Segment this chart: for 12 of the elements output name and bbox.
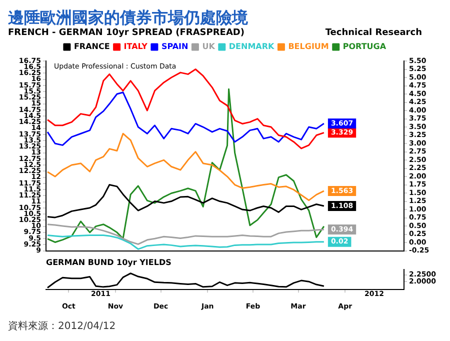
legend-label: DENMARK bbox=[228, 42, 276, 52]
chart-subtitle: FRENCH - GERMAN 10yr SPREAD (FRASPREAD) bbox=[8, 27, 245, 39]
source-note: 資料來源：2012/04/12 bbox=[8, 321, 117, 333]
chart-title: GERMAN BUND 10yr YIELDS bbox=[46, 258, 172, 267]
text: Technical Research bbox=[325, 27, 423, 39]
legend-label: FRANCE bbox=[74, 42, 110, 52]
legend-label: UK bbox=[202, 42, 216, 52]
legend-label: ITALY bbox=[124, 42, 148, 52]
legend-label: PORTUGA bbox=[342, 42, 387, 52]
legend-label: SPAIN bbox=[161, 42, 188, 52]
legend-label: BELGIUM bbox=[288, 42, 329, 52]
chart-title: 邊陲歐洲國家的債券市場仍處險境 bbox=[8, 8, 249, 27]
